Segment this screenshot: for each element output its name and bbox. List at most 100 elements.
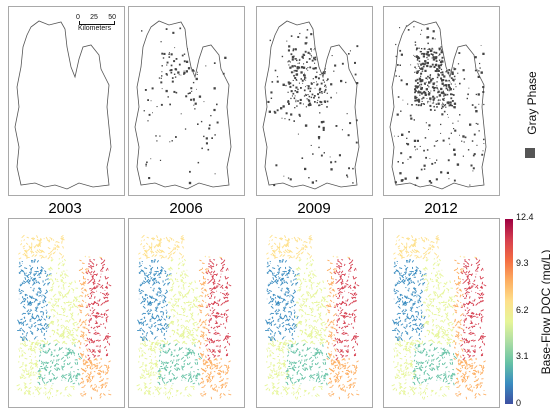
- stream-segment: [194, 296, 198, 300]
- stream-segment: [56, 354, 58, 357]
- stream-segment: [308, 392, 311, 394]
- stream-segment: [96, 332, 99, 335]
- stream-segment: [334, 380, 338, 382]
- stream-segment: [153, 259, 156, 263]
- stream-segment: [39, 243, 41, 248]
- gray-phase-patch: [429, 158, 431, 159]
- stream-segment: [396, 282, 400, 284]
- stream-segment: [275, 313, 278, 316]
- stream-segment: [288, 266, 292, 270]
- stream-segment: [162, 343, 165, 346]
- stream-segment: [297, 389, 299, 391]
- stream-segment: [64, 294, 68, 298]
- stream-segment: [84, 323, 87, 326]
- stream-segment: [338, 266, 341, 270]
- stream-segment: [282, 309, 286, 312]
- stream-segment: [314, 351, 318, 354]
- stream-segment: [326, 309, 331, 312]
- stream-segment: [99, 370, 103, 373]
- stream-segment: [199, 352, 203, 356]
- gray-phase-patch: [441, 71, 444, 73]
- stream-segment: [89, 350, 91, 353]
- gray-phase-patch: [309, 90, 311, 93]
- stream-segment: [27, 370, 30, 372]
- stream-segment: [175, 390, 179, 393]
- stream-segment: [210, 288, 214, 292]
- stream-segment: [475, 269, 477, 272]
- stream-segment: [143, 316, 146, 319]
- stream-segment: [437, 329, 441, 333]
- stream-segment: [308, 237, 312, 241]
- stream-segment: [160, 322, 162, 325]
- stream-segment: [68, 350, 72, 354]
- watershed-gray-phase-map: [134, 20, 232, 190]
- stream-segment: [90, 317, 93, 321]
- stream-segment: [304, 359, 306, 362]
- stream-segment: [184, 276, 187, 278]
- gray-phase-patch: [296, 90, 299, 94]
- stream-segment: [441, 351, 445, 354]
- stream-segment: [51, 385, 53, 387]
- stream-segment: [194, 280, 196, 284]
- gray-phase-patch: [453, 88, 455, 90]
- stream-segment: [141, 269, 145, 273]
- stream-segment: [37, 343, 39, 346]
- gray-phase-patch: [287, 100, 289, 102]
- stream-segment: [103, 293, 107, 297]
- stream-segment: [18, 321, 22, 325]
- gray-phase-patch: [438, 48, 441, 51]
- stream-segment: [198, 357, 201, 361]
- stream-segment: [201, 334, 204, 336]
- gray-phase-patch: [281, 117, 283, 119]
- stream-segment: [333, 367, 335, 370]
- stream-segment: [29, 309, 33, 313]
- stream-segment: [460, 369, 462, 372]
- stream-segment: [412, 281, 416, 285]
- stream-segment: [57, 358, 60, 361]
- stream-segment: [300, 294, 304, 298]
- stream-segment: [424, 237, 428, 240]
- gray-phase-patch: [413, 26, 415, 28]
- stream-segment: [414, 301, 416, 303]
- stream-segment: [304, 245, 307, 249]
- stream-segment: [219, 344, 221, 348]
- stream-segment: [311, 342, 314, 344]
- stream-segment: [298, 297, 301, 301]
- stream-segment: [354, 300, 358, 302]
- stream-segment: [353, 316, 357, 319]
- gray-phase-patch: [429, 65, 432, 68]
- stream-segment: [393, 288, 396, 291]
- stream-segment: [138, 288, 141, 291]
- stream-segment: [180, 392, 183, 394]
- stream-segment: [20, 318, 23, 321]
- gray-phase-patch: [440, 68, 443, 71]
- stream-segment: [171, 304, 175, 309]
- stream-segment: [176, 331, 178, 335]
- stream-segment: [25, 323, 29, 326]
- stream-segment: [174, 363, 177, 367]
- stream-segment: [402, 313, 405, 316]
- stream-segment: [92, 327, 95, 330]
- stream-segment: [63, 359, 66, 363]
- stream-segment: [336, 338, 340, 341]
- stream-segment: [68, 318, 71, 322]
- stream-segment: [337, 278, 342, 282]
- stream-segment: [220, 292, 222, 294]
- stream-segment: [161, 339, 166, 343]
- gray-phase-patch: [330, 168, 333, 171]
- stream-segment: [34, 309, 38, 312]
- gray-phase-patch: [168, 53, 170, 55]
- stream-segment: [450, 328, 452, 332]
- stream-segment: [18, 264, 23, 268]
- gray-phase-patch: [314, 67, 317, 70]
- stream-segment: [34, 317, 37, 320]
- stream-segment: [158, 287, 162, 290]
- stream-segment: [188, 362, 191, 366]
- gray-phase-patch: [424, 137, 427, 139]
- gray-phase-patch: [270, 97, 273, 99]
- stream-segment: [160, 324, 163, 327]
- stream-segment: [301, 309, 304, 313]
- gray-phase-patch: [330, 83, 333, 86]
- stream-segment: [90, 302, 94, 306]
- gray-phase-patch: [319, 74, 321, 76]
